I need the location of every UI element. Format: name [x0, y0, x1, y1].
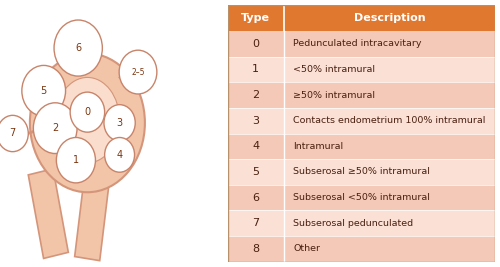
Text: Other: Other — [293, 244, 320, 253]
Text: 0: 0 — [84, 107, 90, 117]
Text: ≥50% intramural: ≥50% intramural — [293, 91, 375, 100]
Bar — [228, 134, 495, 159]
Polygon shape — [28, 169, 68, 258]
Text: Intramural: Intramural — [293, 142, 343, 151]
Ellipse shape — [30, 53, 145, 192]
Text: <50% intramural: <50% intramural — [293, 65, 375, 74]
Text: Contacts endometrium 100% intramural: Contacts endometrium 100% intramural — [293, 116, 486, 125]
Text: Pedunculated intracavitary: Pedunculated intracavitary — [293, 39, 422, 48]
Bar — [228, 236, 495, 262]
Text: 2: 2 — [52, 123, 59, 133]
Circle shape — [22, 65, 66, 116]
Text: 1: 1 — [73, 155, 79, 165]
Bar — [228, 82, 495, 108]
Text: 6: 6 — [75, 43, 82, 53]
Text: 4: 4 — [116, 150, 122, 160]
Ellipse shape — [55, 77, 120, 163]
Text: Subserosal <50% intramural: Subserosal <50% intramural — [293, 193, 430, 202]
Bar — [228, 108, 495, 134]
Circle shape — [70, 92, 104, 132]
Bar — [228, 185, 495, 210]
Bar — [228, 159, 495, 185]
Text: 3: 3 — [116, 118, 122, 128]
Circle shape — [104, 138, 134, 172]
Text: 7: 7 — [252, 218, 259, 228]
Text: 6: 6 — [252, 193, 259, 203]
Text: 0: 0 — [252, 39, 259, 49]
Text: Type: Type — [241, 13, 270, 23]
Text: 5: 5 — [40, 86, 47, 96]
Circle shape — [56, 138, 96, 183]
Text: 1: 1 — [252, 64, 259, 74]
Circle shape — [119, 50, 157, 94]
Text: 2: 2 — [252, 90, 259, 100]
Circle shape — [0, 115, 28, 152]
Bar — [228, 210, 495, 236]
Bar — [228, 57, 495, 82]
Text: Description: Description — [354, 13, 425, 23]
Bar — [228, 31, 495, 57]
Text: Subserosal ≥50% intramural: Subserosal ≥50% intramural — [293, 167, 430, 176]
Text: 3: 3 — [252, 116, 259, 126]
Circle shape — [104, 105, 135, 141]
Text: 8: 8 — [252, 244, 259, 254]
Circle shape — [34, 103, 77, 154]
Text: 2–5: 2–5 — [131, 68, 145, 77]
Circle shape — [54, 20, 102, 76]
Bar — [228, 5, 495, 31]
Text: 4: 4 — [252, 141, 259, 151]
Text: 5: 5 — [252, 167, 259, 177]
Polygon shape — [74, 177, 110, 261]
Text: Subserosal pedunculated: Subserosal pedunculated — [293, 219, 413, 228]
Text: 7: 7 — [10, 128, 16, 139]
